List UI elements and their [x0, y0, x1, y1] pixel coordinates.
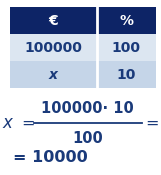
Text: = 10000: = 10000	[13, 150, 88, 165]
Bar	[10, 61, 97, 88]
Text: $x$: $x$	[2, 114, 14, 132]
Bar	[97, 7, 156, 34]
Text: 100000· 10: 100000· 10	[41, 101, 134, 116]
Text: x: x	[49, 68, 58, 82]
Text: €: €	[48, 14, 58, 27]
Text: 100000: 100000	[24, 41, 82, 55]
Text: %: %	[119, 14, 133, 27]
Bar	[10, 34, 97, 61]
Text: 100: 100	[112, 41, 141, 55]
Text: 100: 100	[72, 131, 103, 146]
Text: =: =	[21, 116, 34, 131]
Text: =: =	[145, 116, 158, 131]
Text: 10: 10	[117, 68, 136, 82]
Bar	[10, 7, 97, 34]
Bar	[97, 34, 156, 61]
Bar	[97, 61, 156, 88]
